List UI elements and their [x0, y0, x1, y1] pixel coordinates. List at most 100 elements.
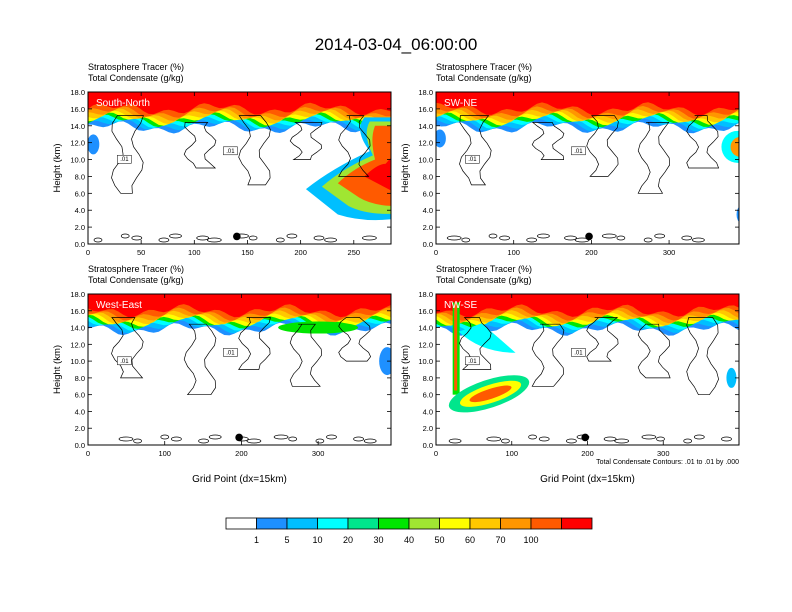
tracer-blob	[730, 137, 739, 157]
x-tick-label: 150	[241, 248, 254, 257]
x-tick-label: 200	[581, 449, 594, 458]
y-tick-label: 8.0	[423, 172, 433, 181]
y-tick-label: 8.0	[75, 374, 85, 383]
panel-header-line1: Stratosphere Tracer (%)	[88, 62, 184, 72]
y-tick-label: 18.0	[418, 290, 433, 299]
condensate-cloud	[206, 237, 222, 243]
colorbar-label: 20	[343, 535, 353, 545]
tracer-column	[454, 302, 458, 391]
condensate-cloud	[654, 233, 666, 239]
condensate-cloud	[448, 438, 462, 444]
x-tick-label: 300	[657, 449, 670, 458]
y-axis-label: Height (km)	[52, 345, 63, 394]
contour-label-box	[223, 146, 238, 156]
x-tick-label: 100	[188, 248, 201, 257]
colorbar-label: 5	[284, 535, 289, 545]
y-tick-label: 8.0	[75, 172, 85, 181]
y-tick-label: 0.0	[75, 441, 85, 450]
tracer-blob	[469, 385, 512, 403]
condensate-contour	[686, 317, 719, 396]
condensate-cloud	[693, 434, 705, 440]
condensate-cloud	[461, 237, 471, 243]
colorbar-swatch	[317, 517, 349, 530]
condensate-cloud	[286, 233, 298, 239]
condensate-cloud	[501, 438, 510, 444]
y-tick-label: 18.0	[418, 88, 433, 97]
condensate-cloud	[246, 438, 262, 444]
condensate-contour	[238, 115, 271, 186]
condensate-contour	[289, 323, 322, 387]
condensate-cloud	[208, 434, 222, 440]
contour-label-box	[465, 356, 480, 366]
contour-label: .01	[120, 359, 129, 365]
y-tick-label: 10.0	[70, 156, 85, 165]
condensate-contour	[586, 317, 619, 362]
y-tick-label: 0.0	[75, 240, 85, 249]
x-tick-label: 100	[158, 449, 171, 458]
condensate-cloud	[614, 438, 630, 444]
colorbar-label: 10	[312, 535, 322, 545]
x-tick-label: 200	[585, 248, 598, 257]
y-tick-label: 14.0	[418, 122, 433, 131]
section-label: West-East	[96, 300, 142, 311]
condensate-contour	[686, 115, 720, 169]
condensate-contour	[531, 122, 565, 160]
colorbar-swatch	[378, 517, 410, 530]
x-tick-label: 250	[348, 248, 361, 257]
x-tick-label: 0	[434, 449, 438, 458]
contour-label: .01	[468, 359, 477, 365]
condensate-cloud	[363, 438, 377, 444]
y-tick-label: 6.0	[423, 189, 433, 198]
colorbar-label: 40	[404, 535, 414, 545]
colorbar-swatch	[530, 517, 562, 530]
colorbar-label: 1	[254, 535, 259, 545]
y-tick-label: 4.0	[75, 407, 85, 416]
y-axis-label: Height (km)	[52, 143, 63, 192]
condensate-contour	[238, 317, 271, 370]
condensate-contour	[586, 115, 619, 177]
contour-label: .01	[468, 157, 477, 163]
condensate-cloud	[288, 436, 298, 442]
y-tick-label: 10.0	[70, 357, 85, 366]
x-tick-label: 200	[235, 449, 248, 458]
condensate-cloud	[313, 235, 325, 241]
section-label: SW-NE	[444, 98, 477, 109]
condensate-cloud	[273, 434, 289, 440]
location-marker	[581, 433, 590, 442]
tracer-blob	[278, 321, 359, 334]
condensate-cloud	[196, 235, 210, 241]
section-label: South-North	[96, 98, 150, 109]
y-tick-label: 2.0	[423, 424, 433, 433]
condensate-contour	[111, 115, 144, 194]
plot-frame	[87, 91, 392, 245]
x-tick-label: 0	[86, 449, 90, 458]
y-tick-label: 0.0	[423, 441, 433, 450]
colorbar-label: 30	[373, 535, 383, 545]
tracer-blob	[736, 207, 739, 222]
x-tick-label: 100	[505, 449, 518, 458]
condensate-cloud	[93, 237, 103, 243]
y-tick-label: 2.0	[75, 223, 85, 232]
tracer-band	[436, 92, 739, 116]
colorbar-swatch	[500, 517, 532, 530]
y-tick-label: 14.0	[70, 324, 85, 333]
y-tick-label: 2.0	[75, 424, 85, 433]
y-tick-label: 16.0	[70, 105, 85, 114]
tracer-blob	[379, 347, 391, 376]
panel-header-line2: Total Condensate (g/kg)	[436, 275, 532, 285]
contour-label-box	[571, 146, 586, 156]
y-tick-label: 4.0	[423, 407, 433, 416]
condensate-cloud	[537, 233, 550, 239]
panel-west-east: Stratosphere Tracer (%)Total Condensate …	[52, 264, 392, 485]
condensate-cloud	[488, 233, 498, 239]
condensate-cloud	[118, 436, 134, 442]
condensate-cloud	[446, 235, 462, 241]
location-marker	[233, 232, 241, 241]
condensate-cloud	[171, 436, 182, 442]
figure-title: 2014-03-04_06:00:00	[315, 35, 478, 54]
tracer-intrusion	[337, 125, 391, 206]
x-tick-label: 50	[137, 248, 145, 257]
y-tick-label: 6.0	[75, 391, 85, 400]
contour-label-box	[223, 348, 238, 357]
